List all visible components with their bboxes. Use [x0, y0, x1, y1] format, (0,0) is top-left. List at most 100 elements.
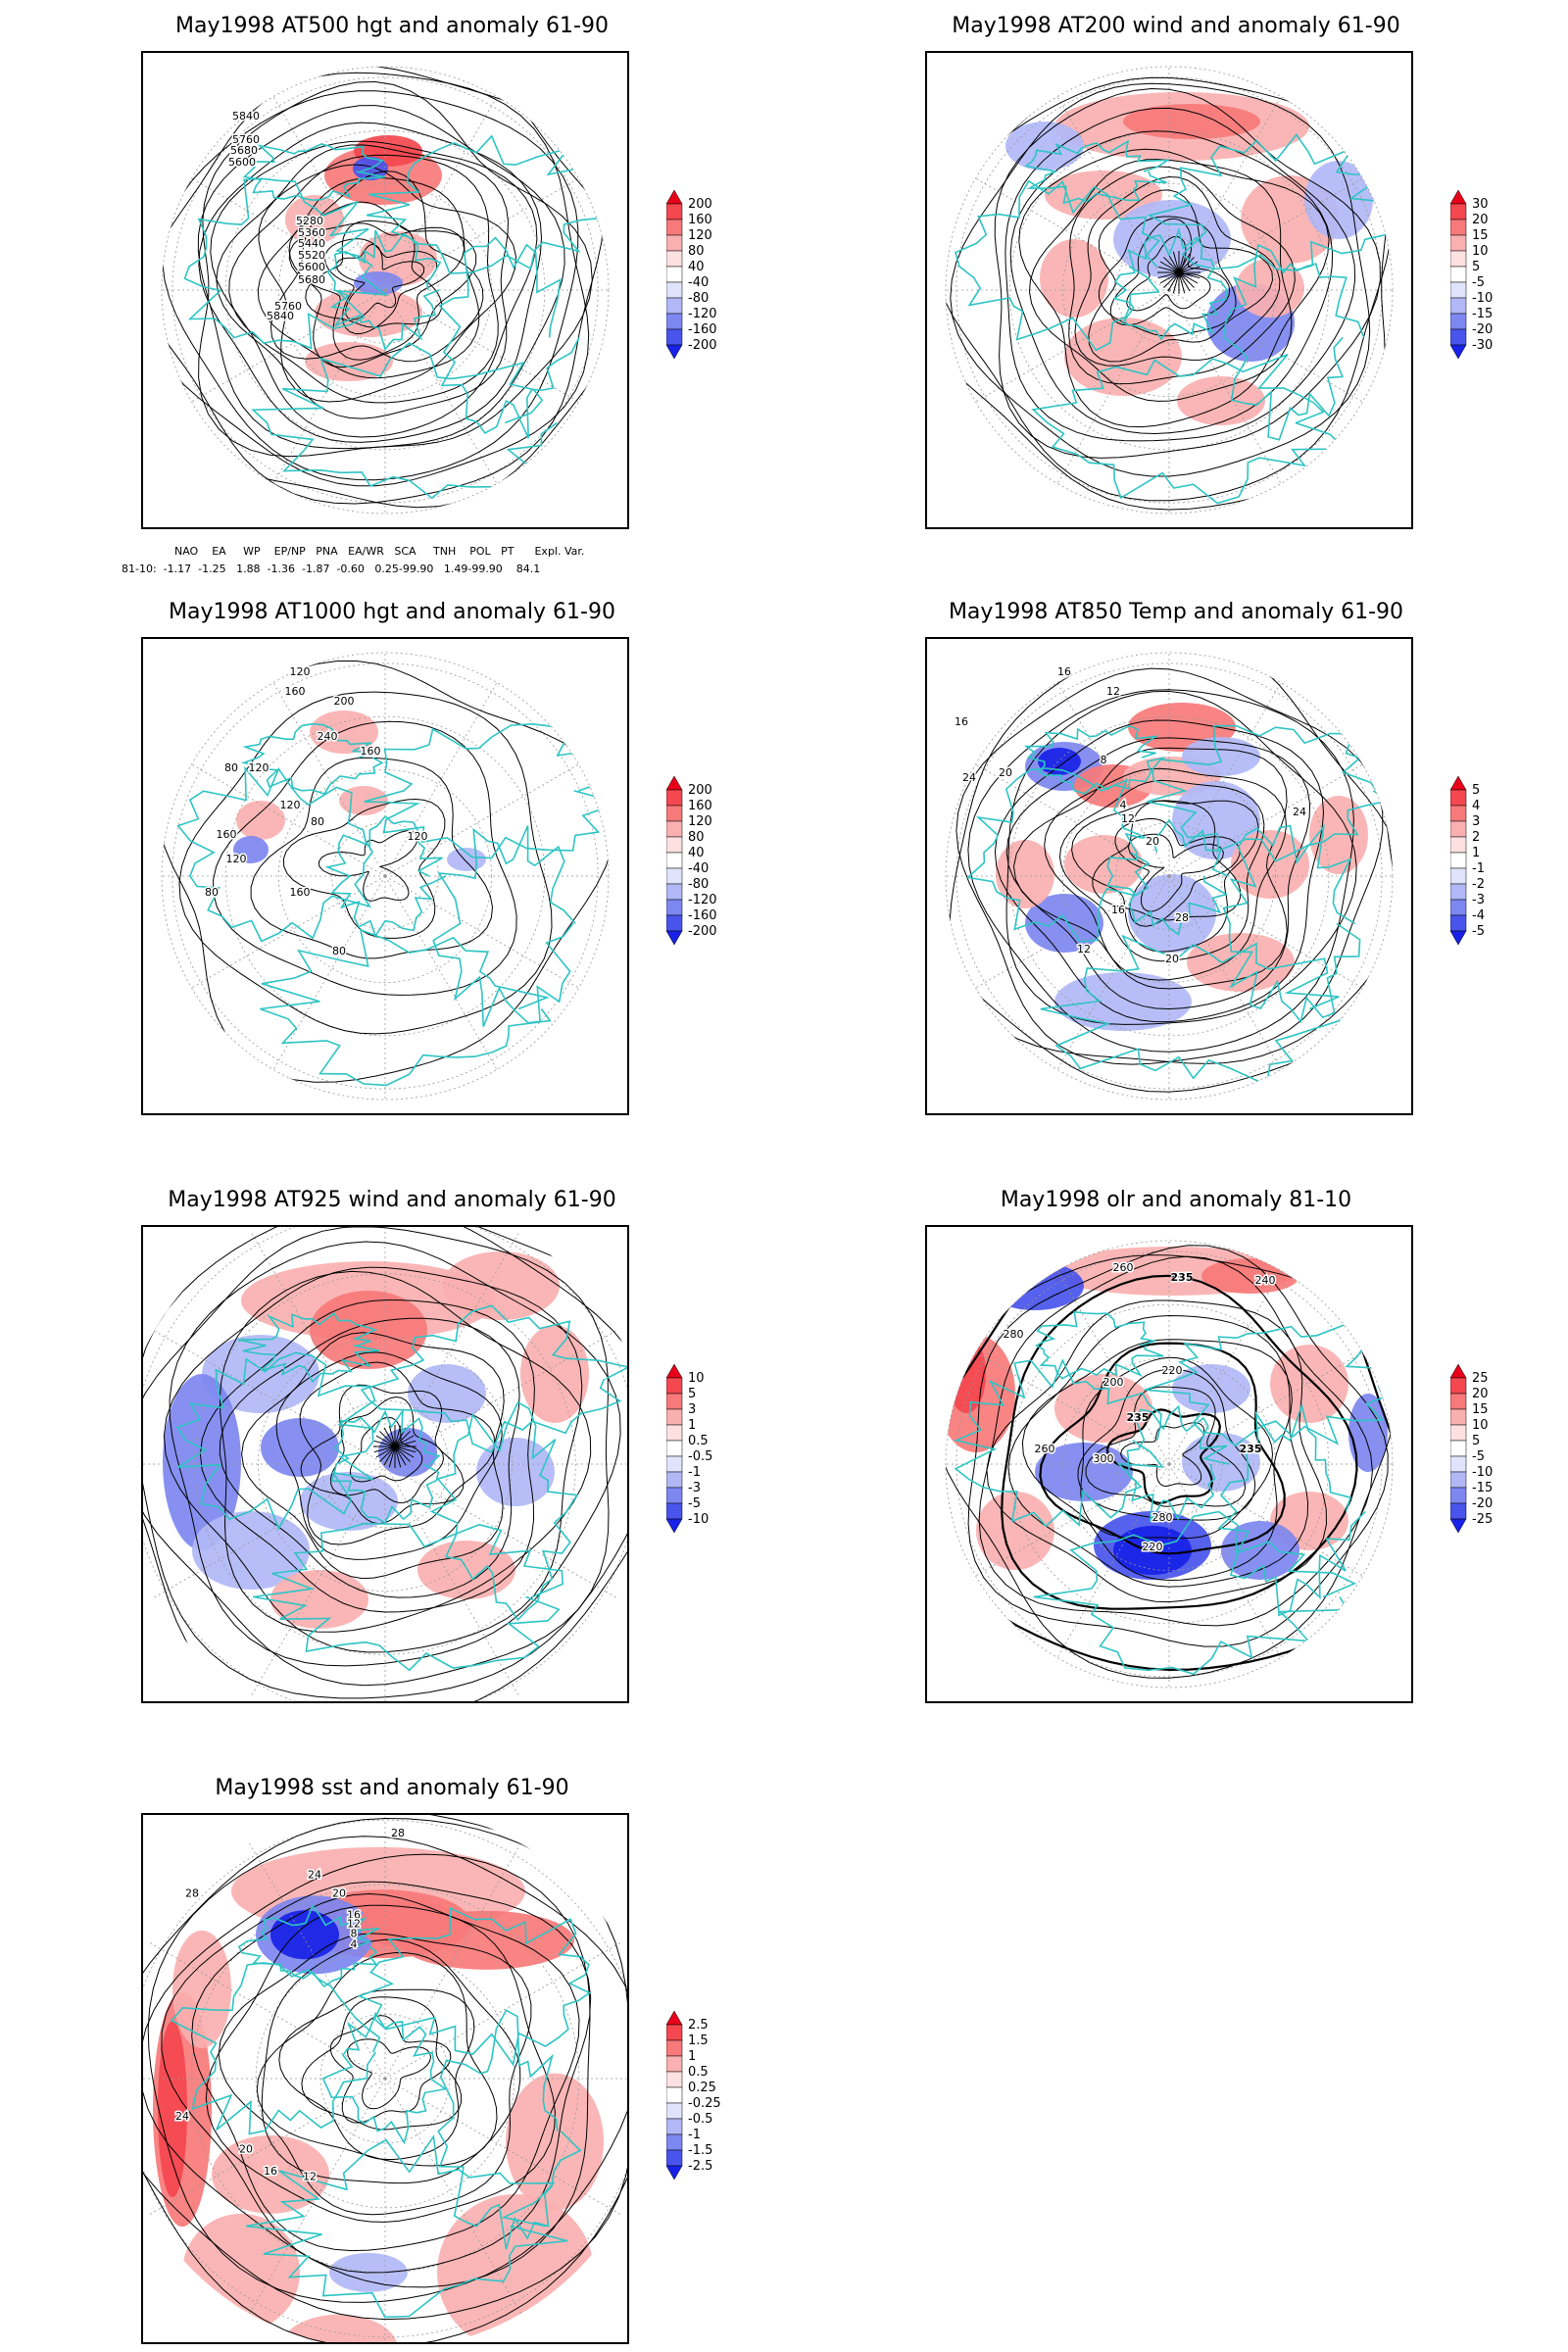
- anomaly-shade: [354, 271, 403, 295]
- contour-line: [1071, 800, 1259, 953]
- contour-line: [323, 238, 438, 335]
- map-layer: [946, 653, 1393, 1100]
- colorbar-segment: [665, 2118, 683, 2135]
- coastline: [1112, 226, 1228, 341]
- anomaly-shade: [280, 2314, 398, 2342]
- colorbar-segment: [1449, 899, 1467, 916]
- contour-line: [1077, 1368, 1256, 1521]
- anomaly-shade: [1128, 874, 1216, 953]
- contour-line: [967, 1245, 1389, 1647]
- svg-text:120: 120: [408, 830, 428, 843]
- anomaly-shade: [192, 1511, 310, 1590]
- contour-line: [143, 1853, 591, 2288]
- colorbar-segment: [1449, 250, 1467, 268]
- colorbar-segment: [665, 250, 683, 268]
- contour-label: 220: [1162, 1364, 1183, 1377]
- coastline: [954, 1358, 1164, 1528]
- contour-label: 235: [1240, 1443, 1262, 1455]
- streamline: [1172, 271, 1180, 294]
- contour-label: 235: [1127, 1411, 1150, 1424]
- colorbar-label: -10: [1472, 1465, 1493, 1480]
- latitude-circle: [320, 1399, 450, 1529]
- streamline: [394, 1425, 402, 1447]
- contour-line: [241, 1332, 505, 1580]
- anomaly-shade: [476, 1438, 555, 1506]
- svg-text:28: 28: [1175, 911, 1189, 924]
- colorbar-segment: [665, 266, 683, 283]
- colorbar-label: 2.5: [688, 2018, 709, 2033]
- colorbar-segment: [1449, 297, 1467, 315]
- contour-line: [1058, 779, 1265, 962]
- svg-text:5600: 5600: [228, 156, 256, 169]
- colorbar-svg: 2.51.510.50.25-0.25-0.5-1-1.5-2.5: [665, 2010, 721, 2180]
- colorbar-segment: [1449, 836, 1467, 854]
- svg-text:220: 220: [1143, 1541, 1163, 1553]
- latitude-circle: [1008, 129, 1330, 451]
- colorbar-segment: [665, 313, 683, 330]
- svg-text:260: 260: [1113, 1261, 1134, 1274]
- colorbar-segment: [665, 820, 683, 838]
- contour-label: 5760: [274, 300, 302, 313]
- contour-label: 8: [351, 1927, 358, 1939]
- colorbar-label: -80: [688, 291, 709, 306]
- contour-label: 28: [1175, 911, 1189, 924]
- contour-line: [1080, 1356, 1273, 1540]
- contour-label: 160: [361, 745, 381, 758]
- latitude-circle: [224, 715, 546, 1037]
- svg-text:12: 12: [1121, 812, 1135, 825]
- streamline: [1178, 271, 1191, 292]
- colorbar-segment: [665, 234, 683, 252]
- colorbar-top-arrow: [665, 1363, 683, 1379]
- colorbar-segment: [1449, 820, 1467, 838]
- latitude-circle: [1008, 715, 1330, 1037]
- colorbar-label: 200: [688, 783, 712, 798]
- contour-label: 80: [205, 886, 219, 899]
- contour-label: 20: [239, 2143, 253, 2156]
- colorbar-label: 160: [688, 799, 712, 813]
- contour-line: [300, 1384, 465, 1525]
- colorbar-segment: [1449, 313, 1467, 330]
- colorbar-segment: [665, 852, 683, 869]
- map-svg: [143, 1227, 627, 1701]
- svg-text:16: 16: [955, 715, 968, 728]
- contour-label: 20: [1146, 835, 1159, 848]
- contour-line: [169, 1241, 621, 1667]
- coastline: [1033, 1510, 1357, 1676]
- contour-line: [143, 1817, 627, 2321]
- map-boundary: [161, 652, 610, 1101]
- colorbar-segment: [665, 1487, 683, 1504]
- svg-text:5680: 5680: [298, 273, 325, 286]
- streamline: [379, 1431, 396, 1447]
- coastline: [1217, 1402, 1366, 1617]
- svg-text:120: 120: [226, 853, 247, 865]
- colorbar-segment: [1449, 789, 1467, 807]
- coastline: [260, 928, 552, 1087]
- coastline: [183, 177, 389, 350]
- colorbar-segment: [665, 1393, 683, 1410]
- anomaly-shade: [212, 2320, 290, 2342]
- coastline: [437, 2009, 582, 2250]
- colorbar: 200 160 120 80 40 -40 -80 -120 -160 -200: [665, 775, 755, 982]
- panel-olr: May1998 olr and anomaly 81-10 260 260 235 2…: [921, 1188, 1493, 1737]
- streamline: [373, 1446, 396, 1453]
- colorbar-segment: [665, 2039, 683, 2057]
- meridian-line: [1056, 289, 1170, 484]
- map-boundary: [945, 1240, 1394, 1689]
- contour-line: [162, 67, 605, 505]
- colorbar-label: 5: [1472, 260, 1480, 274]
- anomaly-shade: [1172, 781, 1260, 859]
- streamline: [1178, 271, 1200, 279]
- svg-text:80: 80: [332, 945, 346, 957]
- contour-label: 5600: [228, 156, 256, 169]
- contour-line: [256, 1951, 498, 2167]
- colorbar-segment: [1449, 1502, 1467, 1520]
- svg-text:80: 80: [224, 761, 238, 774]
- svg-text:20: 20: [332, 1886, 346, 1899]
- map-boundary: [945, 652, 1394, 1101]
- anomaly-shade: [1182, 737, 1260, 776]
- streamline: [1163, 271, 1180, 288]
- streamline: [394, 1446, 411, 1462]
